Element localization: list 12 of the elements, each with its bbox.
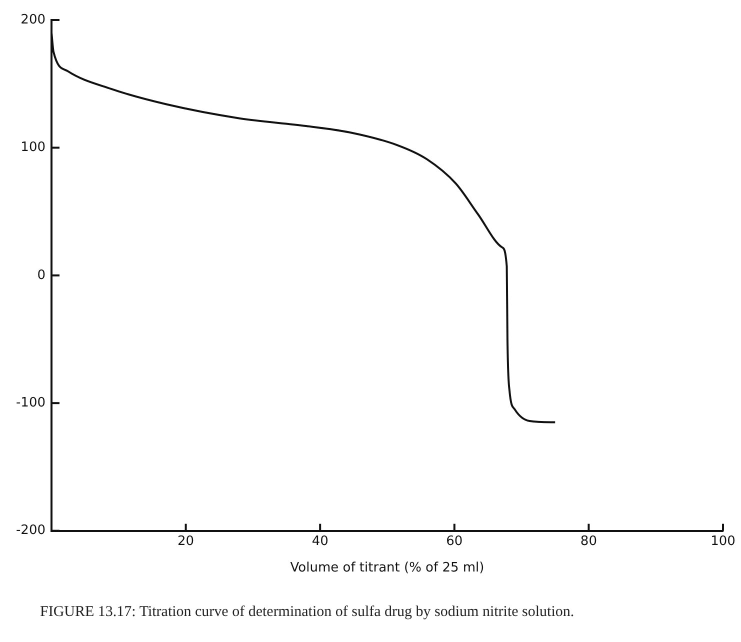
y-tick-label: 0 xyxy=(37,268,46,283)
y-tick-label: 200 xyxy=(20,12,46,28)
caption: FIGURE 13.17: Titration curve of determination of sulfa drug by sodium nitrite solution. xyxy=(40,604,574,621)
x-tick-label: 60 xyxy=(446,534,463,549)
x-tick-label: 100 xyxy=(710,534,736,549)
x-tick-label: 40 xyxy=(312,534,328,549)
x-tick-label: 80 xyxy=(580,534,597,549)
y-tick-label: -200 xyxy=(16,523,46,538)
y-tick-label: 100 xyxy=(20,140,46,156)
x-axis-title: Volume of titrant (% of 25 ml) xyxy=(290,560,484,576)
x-tick-label: 20 xyxy=(178,534,194,549)
y-tick-label: -100 xyxy=(16,395,46,410)
